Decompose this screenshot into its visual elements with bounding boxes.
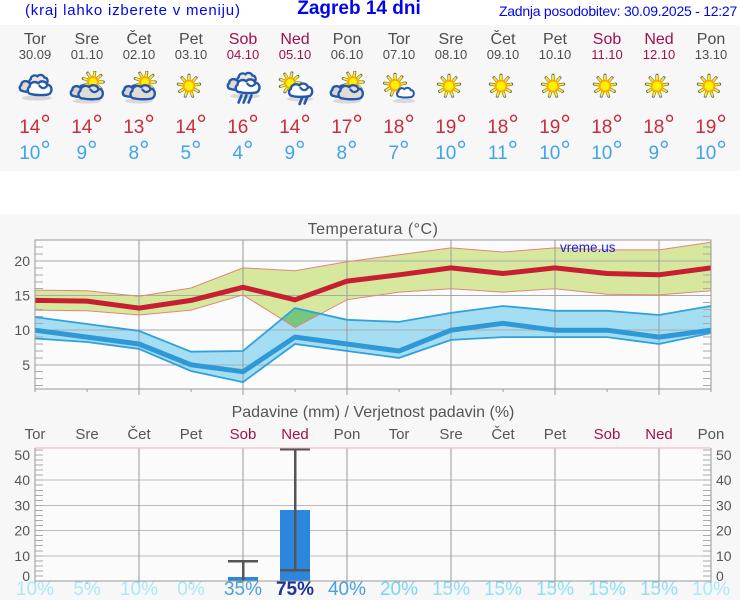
svg-text:Sre: Sre: [75, 426, 98, 443]
svg-text:Pon: Pon: [334, 426, 361, 443]
svg-text:5%: 5%: [73, 579, 101, 600]
svg-text:Sob: Sob: [230, 426, 257, 443]
svg-text:40%: 40%: [328, 579, 366, 600]
svg-text:20: 20: [716, 523, 732, 539]
svg-text:40: 40: [14, 472, 30, 488]
svg-text:Tor: Tor: [25, 426, 46, 443]
svg-text:0%: 0%: [177, 579, 205, 600]
svg-text:Pet: Pet: [544, 426, 567, 443]
svg-text:Sob: Sob: [594, 426, 621, 443]
svg-text:15%: 15%: [536, 579, 574, 600]
svg-text:40: 40: [716, 472, 732, 488]
svg-text:10: 10: [14, 548, 30, 564]
svg-text:15%: 15%: [484, 579, 522, 600]
svg-text:50: 50: [716, 447, 732, 463]
svg-text:10%: 10%: [16, 579, 54, 600]
svg-text:vreme.us: vreme.us: [560, 240, 616, 255]
svg-text:Ned: Ned: [645, 426, 673, 443]
svg-text:15: 15: [14, 288, 30, 304]
svg-text:10%: 10%: [692, 579, 730, 600]
svg-text:Čet: Čet: [491, 426, 515, 443]
svg-text:50: 50: [14, 447, 30, 463]
svg-text:20: 20: [14, 523, 30, 539]
svg-text:Ned: Ned: [281, 426, 309, 443]
svg-text:Sre: Sre: [439, 426, 462, 443]
svg-text:Temperatura (°C): Temperatura (°C): [308, 221, 439, 238]
svg-text:20%: 20%: [380, 579, 418, 600]
svg-text:75%: 75%: [276, 579, 314, 600]
svg-text:15%: 15%: [640, 579, 678, 600]
svg-text:Pet: Pet: [180, 426, 203, 443]
svg-text:15%: 15%: [432, 579, 470, 600]
svg-text:Tor: Tor: [389, 426, 410, 443]
svg-text:35%: 35%: [224, 579, 262, 600]
svg-text:10: 10: [14, 322, 30, 338]
svg-text:10%: 10%: [120, 579, 158, 600]
svg-text:0: 0: [22, 568, 30, 584]
svg-text:30: 30: [14, 497, 30, 513]
svg-text:10: 10: [716, 548, 732, 564]
svg-text:15%: 15%: [588, 579, 626, 600]
svg-text:30: 30: [716, 497, 732, 513]
svg-text:20: 20: [14, 253, 30, 269]
svg-text:0: 0: [716, 568, 724, 584]
svg-text:Pon: Pon: [698, 426, 725, 443]
svg-text:Čet: Čet: [127, 426, 151, 443]
svg-text:Padavine (mm) / Verjetnost pad: Padavine (mm) / Verjetnost padavin (%): [232, 404, 515, 421]
svg-text:5: 5: [22, 357, 30, 373]
